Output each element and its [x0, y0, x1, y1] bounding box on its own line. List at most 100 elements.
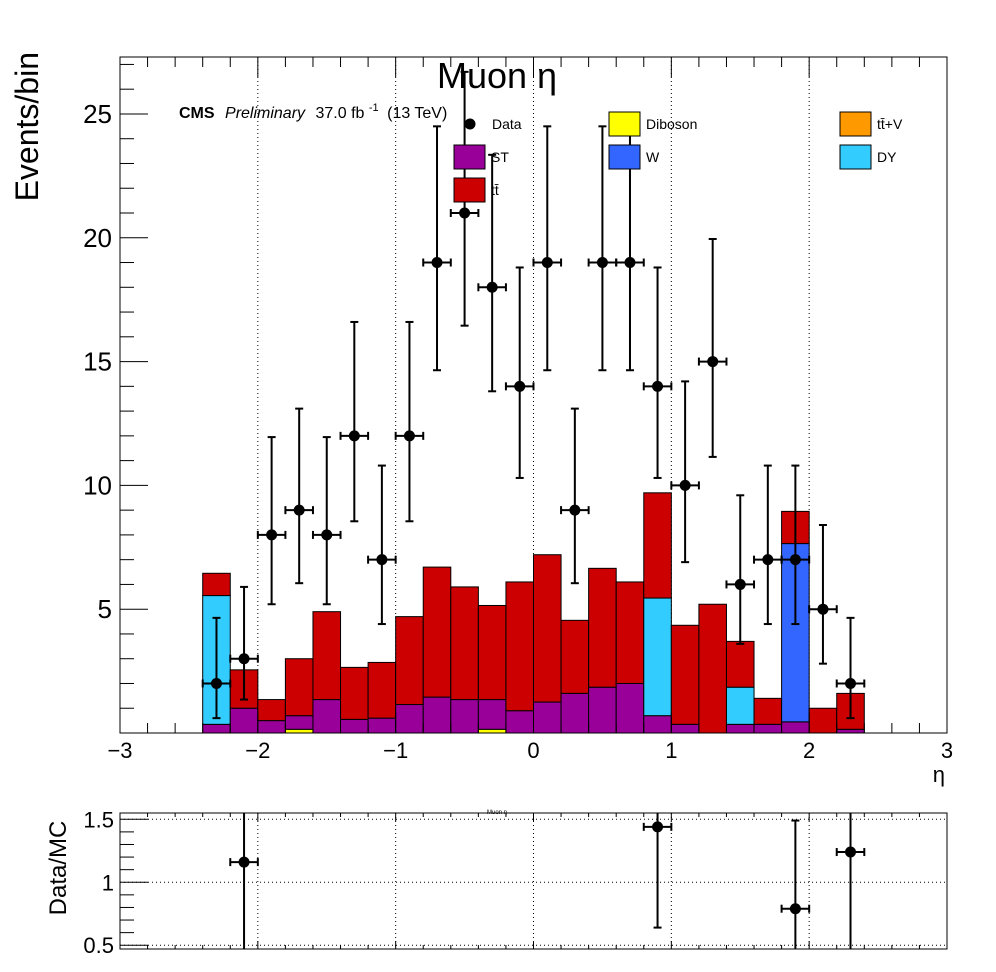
bar-st — [450, 699, 479, 734]
data-point — [780, 464, 811, 626]
bar-tt — [560, 619, 590, 694]
main-stacked-bars — [202, 492, 865, 734]
bar-tt — [533, 554, 562, 703]
bar-tt — [477, 604, 507, 701]
bar-tt — [202, 572, 231, 597]
data-point — [670, 380, 700, 564]
data-point — [835, 616, 866, 720]
bar-tt — [753, 697, 783, 725]
data-point — [201, 616, 232, 720]
ratio-y-tick-label: 1 — [102, 870, 114, 895]
main-x-tick-label: −1 — [383, 738, 408, 763]
ratio-point — [835, 813, 866, 949]
main-x-axis-label: η — [933, 762, 945, 787]
bar-st — [643, 715, 672, 734]
bar-st — [781, 721, 810, 734]
bar-tt — [340, 666, 369, 720]
cms-experiment: CMS — [179, 105, 215, 122]
bar-tt — [450, 586, 479, 701]
main-x-tick-label: 1 — [665, 738, 677, 763]
bar-st — [340, 718, 369, 734]
legend-swatch-tt — [453, 177, 486, 203]
legend-swatch-st — [453, 144, 486, 170]
bar-tt — [588, 567, 617, 688]
legend-item-diboson: Diboson — [608, 111, 697, 137]
ratio-point — [780, 819, 811, 949]
bar-tt — [643, 492, 672, 599]
bar-tt — [615, 581, 645, 684]
data-point — [532, 125, 563, 372]
data-point — [256, 436, 287, 606]
bar-st — [284, 715, 314, 730]
main-title: Muon η — [437, 55, 557, 96]
legend-item-tt: tt̄ — [453, 177, 499, 203]
main-y-tick-label: 15 — [83, 347, 112, 377]
data-point — [753, 464, 783, 626]
main-y-tick-label: 20 — [83, 223, 112, 253]
cms-label: CMS Preliminary 37.0 fb -1 (13 TeV) — [179, 98, 447, 122]
ratio-tick-labels: 0.5 1 1.5 — [83, 807, 114, 958]
bar-tt — [422, 566, 452, 698]
bar-diboson — [477, 728, 507, 734]
legend-label-w: W — [646, 149, 660, 165]
main-y-axis-label: Events/bin — [9, 52, 45, 201]
legend-label-data: Data — [492, 116, 522, 132]
bar-tt — [367, 661, 397, 719]
bar-st — [505, 710, 534, 734]
bar-tt — [725, 640, 755, 688]
main-y-tick-label: 5 — [98, 594, 112, 624]
data-point — [697, 238, 728, 458]
ratio-y-axis-label: Data/MC — [45, 821, 72, 916]
cms-lumi: 37.0 fb — [315, 105, 364, 122]
data-point — [808, 524, 838, 665]
ratio-data-points — [229, 813, 866, 949]
main-x-tick-label: 3 — [941, 738, 953, 763]
legend-swatch-ttv — [839, 111, 872, 137]
data-point — [725, 494, 756, 645]
legend-swatch-dy — [839, 144, 872, 170]
bar-st — [588, 686, 617, 734]
bar-st — [753, 723, 783, 734]
bar-tt — [395, 616, 424, 706]
ratio-point — [229, 813, 259, 949]
cms-energy: (13 TeV) — [387, 105, 447, 122]
bar-tt — [257, 699, 286, 722]
ratio-y-tick-label: 1.5 — [83, 807, 114, 832]
ratio-plot: 0.5 1 1.5 Muon η Data/MC — [45, 807, 948, 958]
data-point — [477, 153, 507, 393]
data-point — [339, 320, 370, 523]
data-point — [229, 585, 259, 701]
legend-item-dy: DY — [839, 144, 897, 170]
legend-label-diboson: Diboson — [646, 116, 697, 132]
data-point — [284, 407, 314, 585]
legend-swatch-diboson — [608, 111, 641, 137]
legend-item-w: W — [608, 144, 660, 170]
legend-label-dy: DY — [877, 149, 897, 165]
main-plot: −3 −2 −1 0 1 2 3 5 10 15 20 25 Muon η CMS Prelimina… — [9, 52, 953, 787]
data-point — [642, 266, 673, 479]
main-axis-ticks — [119, 57, 948, 733]
bar-st — [533, 701, 562, 734]
data-point — [394, 320, 425, 523]
data-point — [367, 464, 397, 626]
bar-st — [367, 717, 397, 734]
legend-label-ttv: tt̄+V — [877, 116, 903, 132]
bar-dy — [725, 686, 755, 725]
ratio-axis-ticks — [119, 813, 948, 949]
bar-st — [560, 692, 590, 734]
legend-label-tt: tt̄ — [491, 182, 499, 198]
data-point — [504, 266, 535, 479]
main-x-tick-label: 0 — [527, 738, 539, 763]
legend-swatch-w — [608, 144, 641, 170]
bar-tt — [284, 658, 314, 717]
legend-item-data: Data — [464, 116, 522, 132]
bar-tt — [698, 603, 727, 734]
bar-st — [725, 723, 755, 734]
main-x-tick-label: 2 — [803, 738, 815, 763]
bar-st — [395, 704, 424, 734]
legend: Data Diboson tt̄+V ST W DY tt̄ — [453, 111, 903, 203]
legend-marker-data — [464, 118, 476, 130]
cms-preliminary: Preliminary — [225, 105, 306, 122]
cms-lumi-superscript: -1 — [369, 102, 379, 114]
